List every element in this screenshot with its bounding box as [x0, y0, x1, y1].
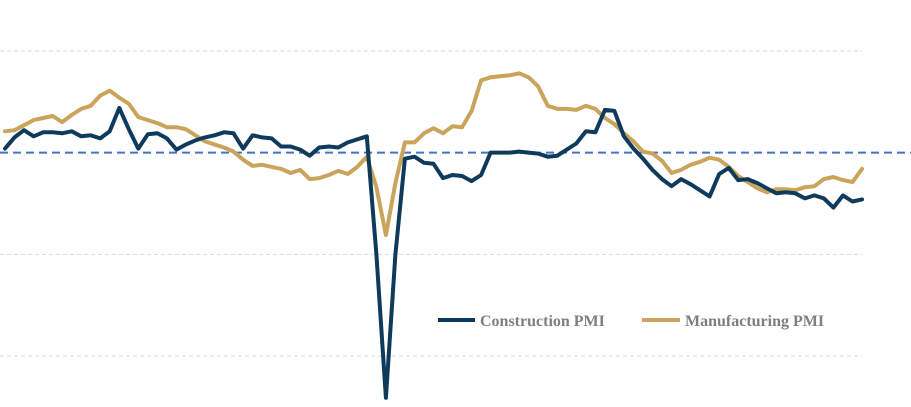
legend-label-manufacturing: Manufacturing PMI	[685, 313, 824, 330]
series-line-manufacturing	[3, 71, 864, 237]
series-lines	[3, 71, 864, 400]
legend-label-construction: Construction PMI	[480, 313, 605, 330]
legend: Construction PMI Manufacturing PMI	[438, 313, 824, 330]
series-line-construction	[3, 105, 864, 400]
gridlines	[0, 50, 862, 357]
